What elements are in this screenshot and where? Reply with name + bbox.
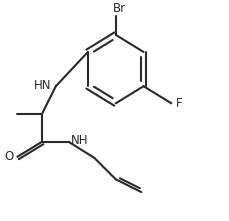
Text: NH: NH	[71, 134, 88, 147]
Text: F: F	[175, 97, 181, 110]
Text: HN: HN	[34, 79, 51, 92]
Text: Br: Br	[112, 2, 125, 15]
Text: O: O	[4, 150, 14, 163]
